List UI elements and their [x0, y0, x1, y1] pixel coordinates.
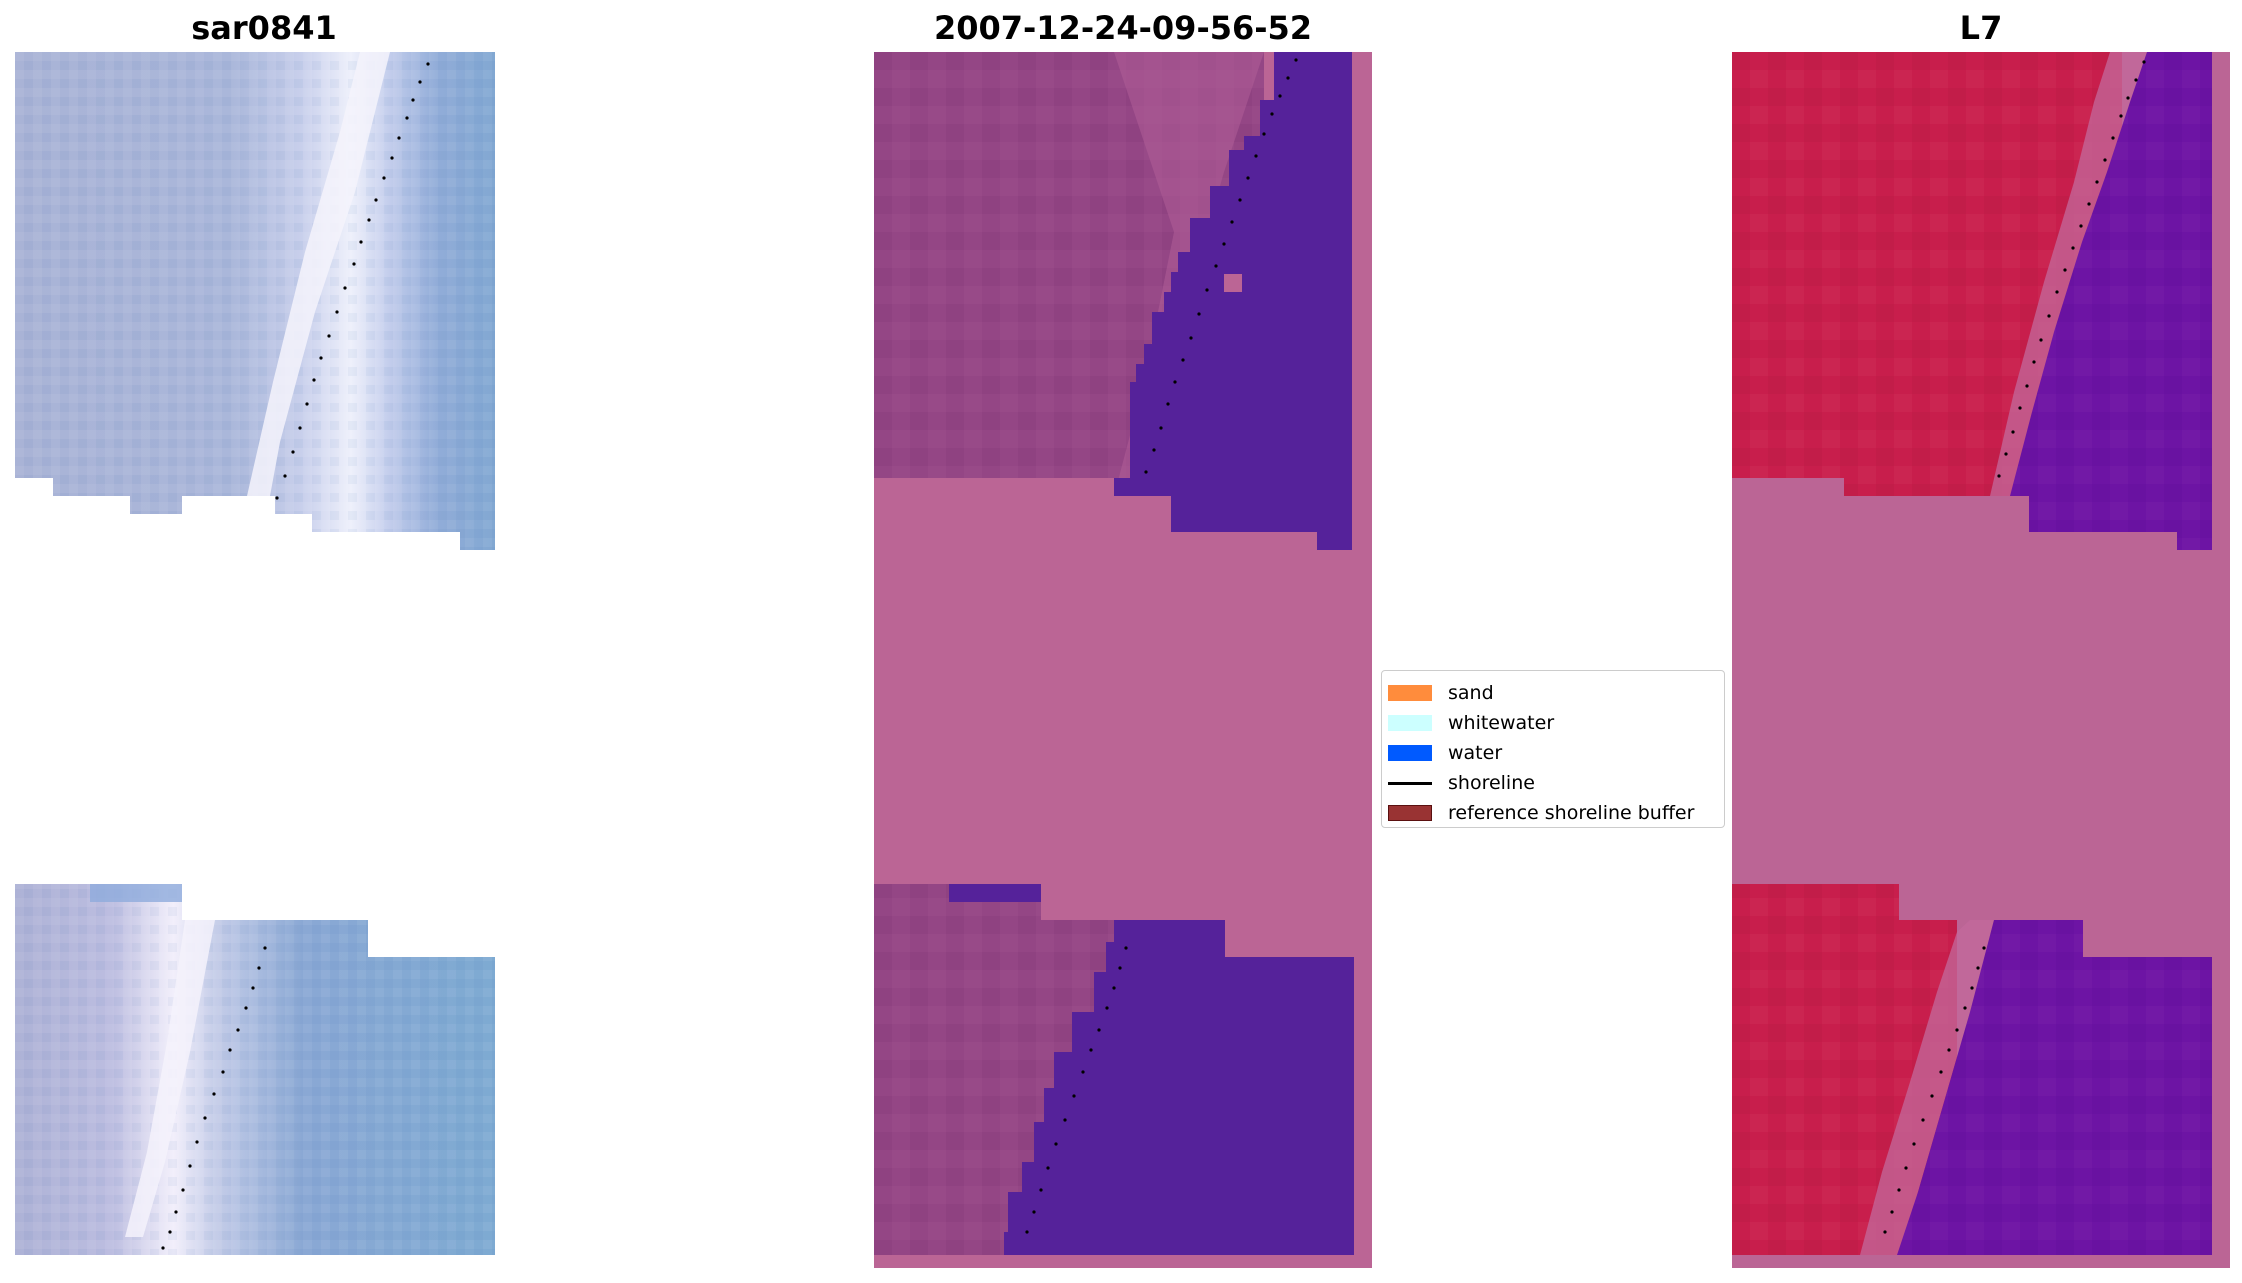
legend-label-sand: sand	[1448, 682, 1494, 704]
legend-item-whitewater: whitewater	[1388, 708, 1718, 738]
classified-water-bottom	[1004, 920, 1354, 1255]
legend-swatch-water	[1388, 745, 1432, 761]
legend-item-sand: sand	[1388, 678, 1718, 708]
legend-label-whitewater: whitewater	[1448, 712, 1555, 734]
rgb-whitewater-band	[247, 52, 390, 496]
legend: sand whitewater water shoreline referenc…	[1381, 670, 1725, 828]
index-shoreline-points	[1883, 60, 2146, 1234]
classified-image	[874, 52, 1372, 1268]
legend-swatch-sand	[1388, 685, 1432, 701]
classified-water-strip	[949, 884, 1041, 902]
classified-shoreline-points	[1025, 58, 1298, 1234]
legend-item-shoreline: shoreline	[1388, 768, 1718, 798]
index-image-panel	[1732, 52, 2230, 1268]
classified-water-top	[1114, 52, 1352, 550]
index-image	[1732, 52, 2230, 1268]
legend-swatch-reference-buffer	[1388, 805, 1432, 821]
classified-image-panel	[874, 52, 1372, 1268]
legend-item-water: water	[1388, 738, 1718, 768]
rgb-shoreline-points	[161, 62, 430, 1250]
rgb-whitewater-band-bottom	[125, 920, 215, 1237]
legend-swatch-whitewater	[1388, 715, 1432, 731]
panel-title-index: L7	[1959, 9, 2003, 47]
rgb-image	[15, 52, 495, 1255]
legend-item-reference-buffer: reference shoreline buffer	[1388, 798, 1718, 828]
legend-label-reference-buffer: reference shoreline buffer	[1448, 802, 1695, 824]
legend-line-shoreline	[1388, 781, 1432, 785]
panel-title-classified: 2007-12-24-09-56-52	[933, 9, 1313, 47]
rgb-image-panel	[15, 52, 513, 1268]
legend-label-shoreline: shoreline	[1448, 772, 1535, 794]
panel-title-rgb: sar0841	[191, 9, 337, 47]
legend-label-water: water	[1448, 742, 1503, 764]
